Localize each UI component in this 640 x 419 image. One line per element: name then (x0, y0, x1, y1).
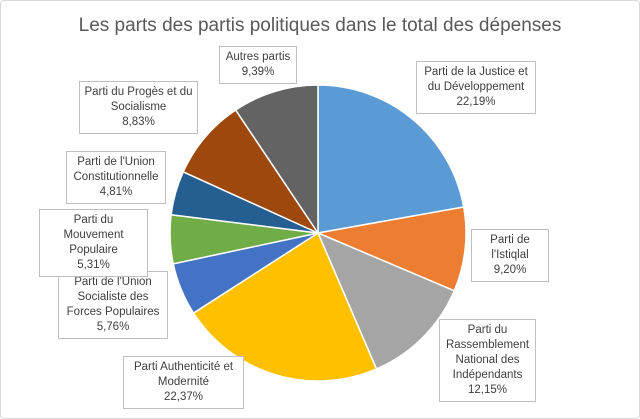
data-label: Parti Authenticité et Modernité 22,37% (123, 356, 244, 409)
category-name: Parti de l'Union Socialiste des Forces P… (66, 276, 160, 318)
value-label: 4,81% (99, 186, 133, 198)
value-label: 9,20% (493, 264, 527, 276)
value-label: 22,19% (456, 96, 496, 108)
pie-slice (182, 108, 321, 235)
chart-title: Les parts des partis politiques dans le … (78, 15, 562, 36)
value-label: 5,31% (77, 259, 110, 271)
pie-slice (316, 231, 456, 370)
category-name: Parti du Rassemblement National des Indé… (445, 324, 530, 381)
category-name: Parti de l'Istiqlal (490, 234, 530, 261)
value-label: 5,76% (96, 321, 130, 333)
data-label: Parti de la Justice et du Développement 2… (416, 61, 536, 114)
value-label: 12,15% (467, 384, 507, 396)
data-label: Parti du Mouvement Populaire 5,31% (39, 209, 148, 277)
data-label: Parti de l'Istiqlal 9,20% (471, 229, 549, 282)
data-label: Parti du Rassemblement National des Indé… (439, 319, 536, 402)
category-name: Parti du Progès et du Socialisme (84, 86, 193, 113)
data-label: Parti de l'Union Constitutionnelle 4,81% (66, 151, 166, 204)
pie-slice (234, 84, 319, 236)
category-name: Parti de la Justice et du Développement (424, 66, 528, 93)
data-label: Autres partis 9,39% (219, 46, 297, 84)
value-label: 8,83% (122, 116, 155, 128)
category-name: Autres partis (225, 51, 291, 63)
category-name: Parti Authenticité et Modernité (133, 361, 234, 388)
category-name: Parti du Mouvement Populaire (63, 214, 124, 256)
data-label: Parti de l'Union Socialiste des Forces P… (58, 271, 168, 339)
category-name: Parti de l'Union Constitutionnelle (73, 156, 159, 183)
pie-slice (192, 231, 378, 382)
value-label: 22,37% (163, 391, 203, 403)
pie-slice (317, 84, 465, 234)
pie-slice (315, 206, 467, 292)
value-label: 9,39% (241, 66, 275, 78)
data-label: Parti du Progès et du Socialisme 8,83% (79, 81, 198, 134)
